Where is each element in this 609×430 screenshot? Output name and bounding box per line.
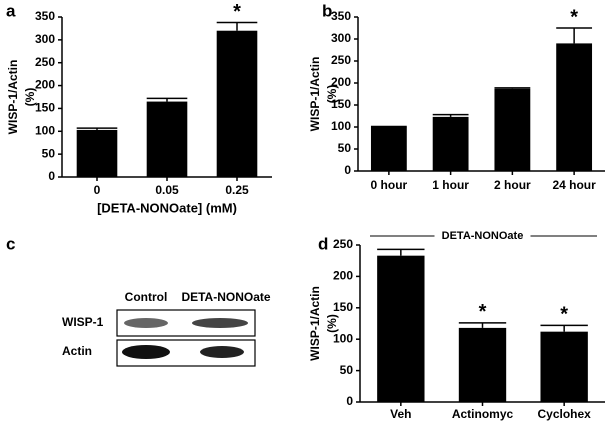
x-tick-label: 0 xyxy=(94,183,101,197)
y-tick-label: 0 xyxy=(346,394,353,408)
y-tick-label: 200 xyxy=(333,269,353,283)
blot-column-label: Control xyxy=(125,290,168,304)
y-tick-label: 150 xyxy=(35,101,55,115)
y-tick-label: 350 xyxy=(331,9,351,23)
y-tick-label: 300 xyxy=(331,31,351,45)
x-tick-label: 0.05 xyxy=(155,183,179,197)
bar xyxy=(494,89,530,171)
bar xyxy=(540,332,587,402)
x-axis-label: [DETA-NONOate] (mM) xyxy=(97,200,237,215)
error-bar xyxy=(494,88,530,89)
blot-row-label: Actin xyxy=(62,344,92,358)
error-bar xyxy=(556,28,592,43)
y-axis-label: (%) xyxy=(23,88,37,107)
bar xyxy=(77,130,118,177)
y-axis-label: (%) xyxy=(325,314,339,333)
y-tick-label: 350 xyxy=(35,9,55,23)
y-tick-label: 200 xyxy=(35,78,55,92)
x-tick-label: 1 hour xyxy=(432,178,469,192)
y-tick-label: 250 xyxy=(35,55,55,69)
blot-image xyxy=(117,310,255,366)
y-tick-label: 250 xyxy=(331,53,351,67)
y-tick-label: 300 xyxy=(35,32,55,46)
x-tick-label: 24 hour xyxy=(552,178,596,192)
x-tick-label: 2 hour xyxy=(494,178,531,192)
header-label: DETA-NONOate xyxy=(442,230,524,242)
bar xyxy=(433,117,469,171)
panel-label: a xyxy=(6,1,16,20)
y-tick-label: 150 xyxy=(333,300,353,314)
error-bar xyxy=(377,249,424,255)
panel-label: d xyxy=(318,234,328,253)
bar xyxy=(147,102,188,177)
blot-row-label: WISP-1 xyxy=(62,315,104,329)
y-tick-label: 0 xyxy=(344,163,351,177)
bar xyxy=(459,328,506,402)
error-bar xyxy=(147,98,188,101)
bar xyxy=(377,256,424,402)
panel-label: c xyxy=(6,234,15,253)
error-bar xyxy=(77,128,118,130)
blot-column-label: DETA-NONOate xyxy=(181,290,270,304)
significance-mark: * xyxy=(479,301,487,323)
significance-mark: * xyxy=(560,304,568,326)
x-tick-label: Veh xyxy=(390,407,411,421)
y-tick-label: 0 xyxy=(48,169,55,183)
y-tick-label: 100 xyxy=(35,123,55,137)
y-tick-label: 100 xyxy=(331,119,351,133)
y-tick-label: 50 xyxy=(340,363,354,377)
y-tick-label: 50 xyxy=(42,146,56,160)
error-bar xyxy=(433,115,469,117)
y-axis-label: WISP-1/Actin xyxy=(308,286,322,361)
y-tick-label: 250 xyxy=(333,237,353,251)
bar xyxy=(556,43,592,171)
bar xyxy=(371,127,407,171)
significance-mark: * xyxy=(570,6,578,28)
y-axis-label: WISP-1/Actin xyxy=(308,57,322,132)
error-bar xyxy=(459,323,506,328)
y-axis-label: WISP-1/Actin xyxy=(6,60,20,135)
error-bar xyxy=(217,22,258,30)
y-tick-label: 50 xyxy=(338,141,352,155)
x-tick-label: Actinomyc xyxy=(452,407,514,421)
bar xyxy=(217,31,258,177)
x-tick-label: 0.25 xyxy=(225,183,249,197)
significance-mark: * xyxy=(233,1,241,23)
error-bar xyxy=(540,325,587,331)
x-tick-label: Cyclohex xyxy=(537,407,591,421)
x-tick-label: 0 hour xyxy=(371,178,408,192)
y-axis-label: (%) xyxy=(325,85,339,104)
